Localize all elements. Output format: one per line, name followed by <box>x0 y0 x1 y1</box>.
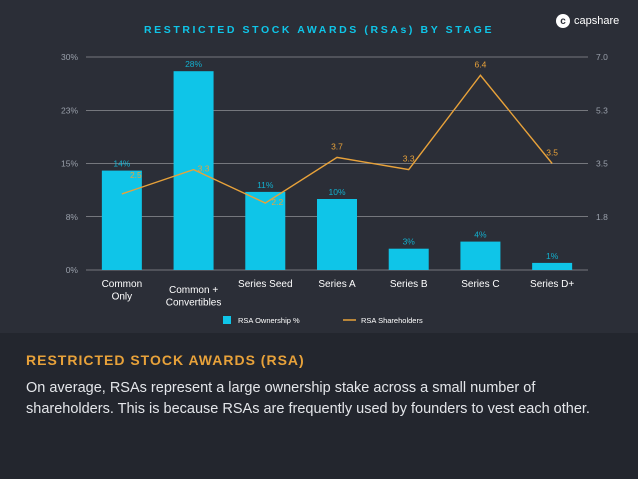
bar <box>245 191 286 270</box>
y-left-tick-label: 15% <box>61 159 78 169</box>
capshare-logo-icon: c <box>556 14 570 28</box>
bar-value-label: 1% <box>546 251 559 261</box>
y-right-tick-label: 1.8 <box>596 212 608 222</box>
brand-logo: c capshare <box>556 14 619 28</box>
bar <box>173 71 214 270</box>
bar-value-label: 10% <box>328 187 345 197</box>
y-left-tick-label: 8% <box>66 212 79 222</box>
x-tick-label: Series A <box>318 279 356 290</box>
chart-title: RESTRICTED STOCK AWARDS (RSAs) BY STAGE <box>143 24 495 36</box>
y-right-tick-label: 7.0 <box>596 52 608 62</box>
y-right-tick-label: 5.3 <box>596 105 608 115</box>
chart-panel <box>0 0 638 333</box>
legend-label-bar: RSA Ownership % <box>238 316 300 325</box>
description-panel <box>0 333 638 479</box>
x-tick-label: Only <box>112 292 133 303</box>
bar-value-label: 14% <box>113 159 130 169</box>
section-body: On average, RSAs represent a large owner… <box>26 380 590 417</box>
x-tick-label: Series Seed <box>238 279 292 290</box>
bar <box>460 241 501 270</box>
x-tick-label: Series C <box>461 279 499 290</box>
line-value-label: 6.4 <box>475 59 487 69</box>
bar-value-label: 11% <box>257 180 274 190</box>
y-right-tick-label: 3.5 <box>596 159 608 169</box>
line-value-label: 3.3 <box>403 154 415 164</box>
section-title: RESTRICTED STOCK AWARDS (RSA) <box>26 352 305 368</box>
bar-value-label: 28% <box>185 59 202 69</box>
x-tick-label: Series D+ <box>530 279 574 290</box>
bar-value-label: 3% <box>403 237 416 247</box>
line-value-label: 2.2 <box>271 197 283 207</box>
x-tick-label: Common + <box>169 285 218 296</box>
bar <box>388 248 429 270</box>
x-tick-label: Common <box>102 279 143 290</box>
line-value-label: 3.5 <box>546 148 558 158</box>
y-left-tick-label: 30% <box>61 52 78 62</box>
brand-logo-text: capshare <box>574 15 620 27</box>
y-left-tick-label: 0% <box>66 265 79 275</box>
line-value-label: 3.7 <box>331 141 343 151</box>
x-tick-label: Series B <box>390 279 428 290</box>
bar <box>532 262 573 270</box>
line-series <box>121 74 553 204</box>
x-tick-label: Convertibles <box>166 298 222 309</box>
legend-label-line: RSA Shareholders <box>361 316 423 325</box>
chart-canvas: 0% 8% 1.8 15% 3.5 23% 5.3 30% 7.0 14% 28% 11% 10% 3% 4… <box>61 52 608 325</box>
y-left-tick-label: 23% <box>61 105 78 115</box>
legend-swatch-bar <box>223 316 231 324</box>
line-value-label: 2.5 <box>130 170 142 180</box>
bar <box>101 170 142 270</box>
line-value-label: 3.3 <box>198 164 210 174</box>
bar <box>317 199 357 270</box>
bar-value-label: 4% <box>474 230 487 240</box>
